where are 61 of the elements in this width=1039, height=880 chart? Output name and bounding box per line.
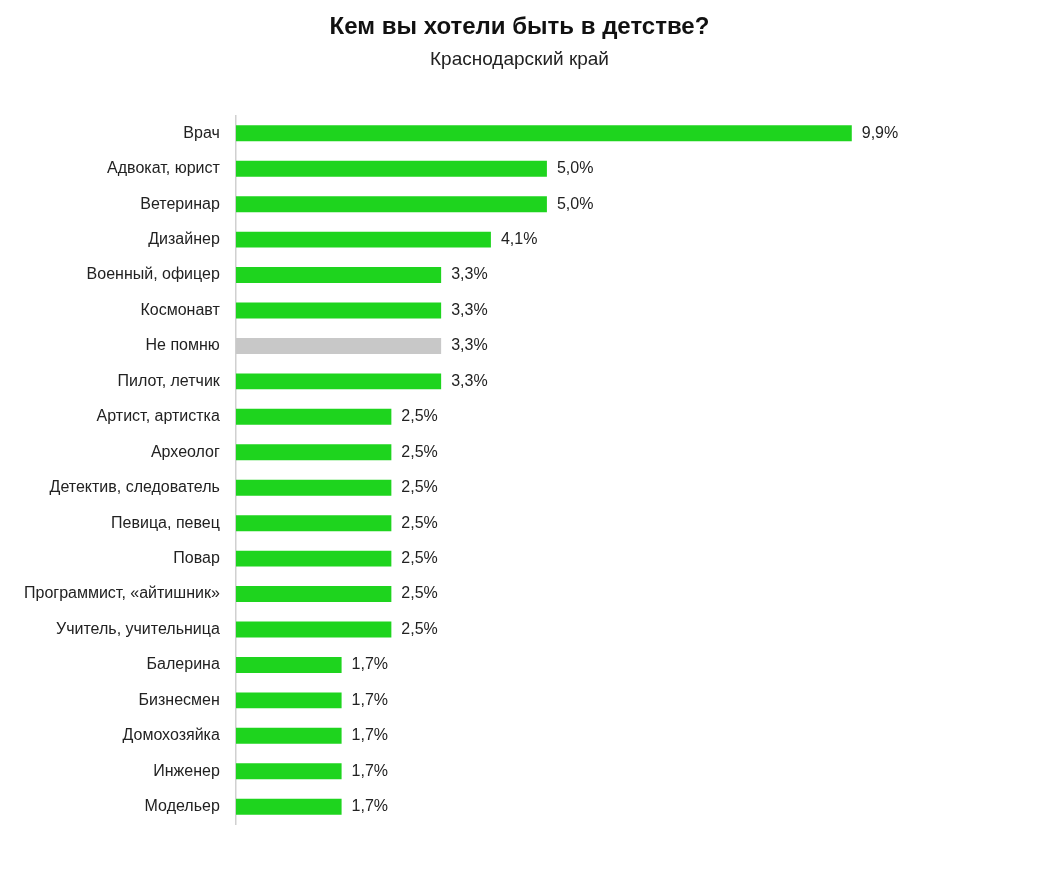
y-tick-label: Балерина bbox=[146, 655, 220, 673]
data-label: 1,7% bbox=[351, 797, 389, 815]
y-tick-label: Бизнесмен bbox=[138, 690, 220, 708]
y-tick-label: Дизайнер bbox=[148, 230, 220, 248]
bar bbox=[235, 196, 547, 213]
y-tick-label: Детектив, следователь bbox=[49, 478, 220, 496]
bar bbox=[235, 479, 392, 496]
bar bbox=[235, 408, 392, 425]
data-label: 1,7% bbox=[351, 761, 389, 779]
data-label: 3,3% bbox=[451, 300, 488, 318]
data-label: 3,3% bbox=[451, 371, 488, 389]
data-label: 2,5% bbox=[401, 549, 438, 567]
data-label: 2,5% bbox=[401, 513, 438, 531]
data-label: 2,5% bbox=[401, 442, 438, 460]
y-tick-label: Певица, певец bbox=[111, 513, 220, 531]
data-label: 4,1% bbox=[500, 230, 538, 248]
data-label: 1,7% bbox=[351, 690, 389, 708]
data-label: 2,5% bbox=[401, 478, 438, 496]
data-label: 2,5% bbox=[401, 619, 438, 637]
bar bbox=[235, 231, 491, 248]
bar bbox=[235, 302, 442, 319]
y-tick-label: Домохозяйка bbox=[122, 726, 220, 744]
bar bbox=[235, 798, 342, 815]
bar bbox=[235, 763, 342, 780]
bar bbox=[235, 692, 342, 709]
data-label: 3,3% bbox=[451, 336, 488, 354]
data-label: 5,0% bbox=[556, 159, 594, 177]
chart-title: Кем вы хотели быть в детстве? bbox=[328, 12, 711, 40]
y-tick-label: Адвокат, юрист bbox=[107, 159, 221, 177]
data-label: 9,9% bbox=[861, 123, 899, 141]
data-label: 2,5% bbox=[401, 407, 438, 425]
bar bbox=[235, 586, 392, 603]
bar bbox=[235, 550, 392, 567]
y-tick-label: Не помню bbox=[145, 336, 220, 354]
bar bbox=[235, 656, 342, 673]
y-tick-label: Инженер bbox=[153, 761, 220, 779]
y-tick-label: Пилот, летчик bbox=[117, 371, 221, 389]
y-tick-label: Космонавт bbox=[140, 300, 221, 318]
y-tick-label: Программист, «айтишник» bbox=[23, 584, 220, 602]
y-tick-label: Повар bbox=[173, 549, 220, 567]
data-label: 5,0% bbox=[556, 194, 594, 212]
y-tick-label: Врач bbox=[183, 123, 220, 141]
bar bbox=[235, 515, 392, 532]
y-tick-label: Учитель, учительница bbox=[56, 619, 220, 637]
bar bbox=[235, 444, 392, 461]
y-tick-label: Модельер bbox=[144, 797, 220, 815]
bar bbox=[235, 160, 547, 177]
data-label: 1,7% bbox=[351, 655, 389, 673]
y-tick-label: Военный, офицер bbox=[86, 265, 220, 283]
bar bbox=[235, 621, 392, 638]
data-label: 3,3% bbox=[451, 265, 488, 283]
data-label: 1,7% bbox=[351, 726, 389, 744]
y-tick-label: Ветеринар bbox=[140, 194, 220, 212]
y-tick-label: Артист, артистка bbox=[96, 407, 220, 425]
y-tick-label: Археолог bbox=[150, 442, 220, 460]
chart-subtitle: Краснодарский край bbox=[429, 48, 610, 70]
bar bbox=[235, 267, 442, 284]
bar bbox=[235, 727, 342, 744]
bar bbox=[235, 373, 442, 390]
bar bbox=[235, 125, 852, 142]
data-label: 2,5% bbox=[401, 584, 438, 602]
